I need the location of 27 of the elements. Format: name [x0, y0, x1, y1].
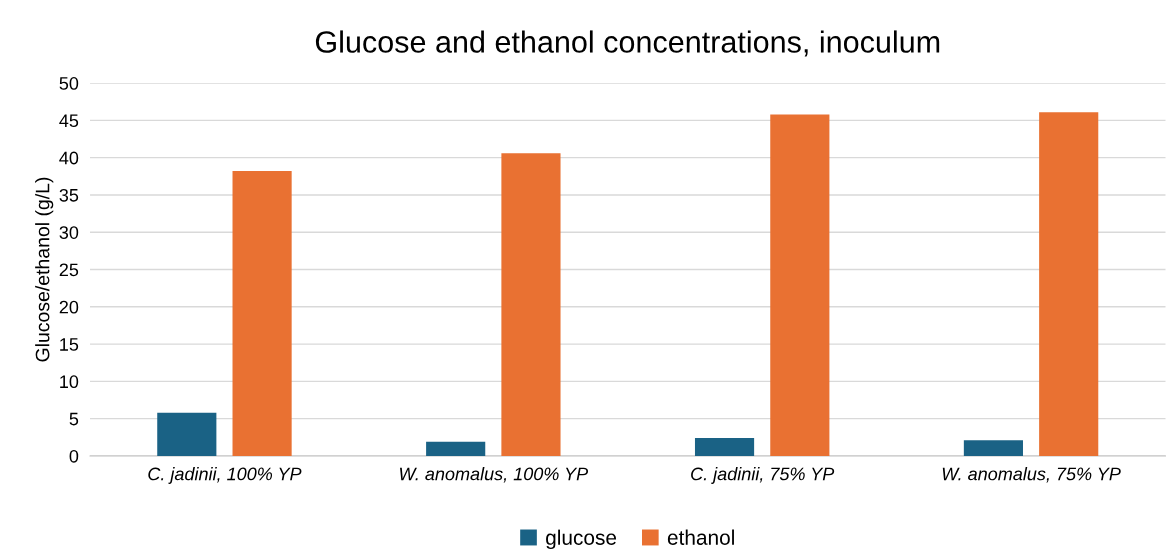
y-tick-label: 50 — [59, 77, 79, 90]
bar — [232, 171, 292, 456]
y-tick-label: 10 — [60, 375, 79, 389]
bar — [1039, 112, 1099, 456]
y-tick-label: 30 — [59, 226, 79, 239]
y-tick-label: 15 — [60, 338, 79, 351]
chart-title: Glucose and ethanol concentrations, inoculum — [315, 30, 940, 57]
y-tick-label: 5 — [69, 412, 79, 426]
bar — [694, 438, 755, 456]
x-tick-label: W. anomalus, 75% YP — [942, 467, 1121, 483]
x-tick-label: C. jadinii, 75% YP — [691, 467, 835, 484]
bar — [963, 440, 1023, 456]
x-tick-label: W. anomalus, 100% YP — [400, 467, 589, 483]
bar — [770, 114, 830, 456]
legend-label: glucose — [546, 529, 617, 550]
y-tick-label: 40 — [59, 151, 79, 165]
legend-label: ethanol — [667, 529, 734, 545]
bar — [501, 153, 561, 456]
bar — [426, 441, 486, 456]
y-axis-title: Glucose/ethanol (g/L) — [35, 177, 54, 362]
y-tick-label: 45 — [59, 114, 79, 128]
x-tick-label: C. jadinii, 100% YP — [148, 467, 302, 484]
y-tick-label: 35 — [59, 188, 79, 202]
y-tick-label: 25 — [59, 263, 79, 277]
y-tick-label: 0 — [69, 449, 79, 463]
bar — [157, 412, 217, 456]
y-tick-label: 20 — [59, 300, 79, 314]
